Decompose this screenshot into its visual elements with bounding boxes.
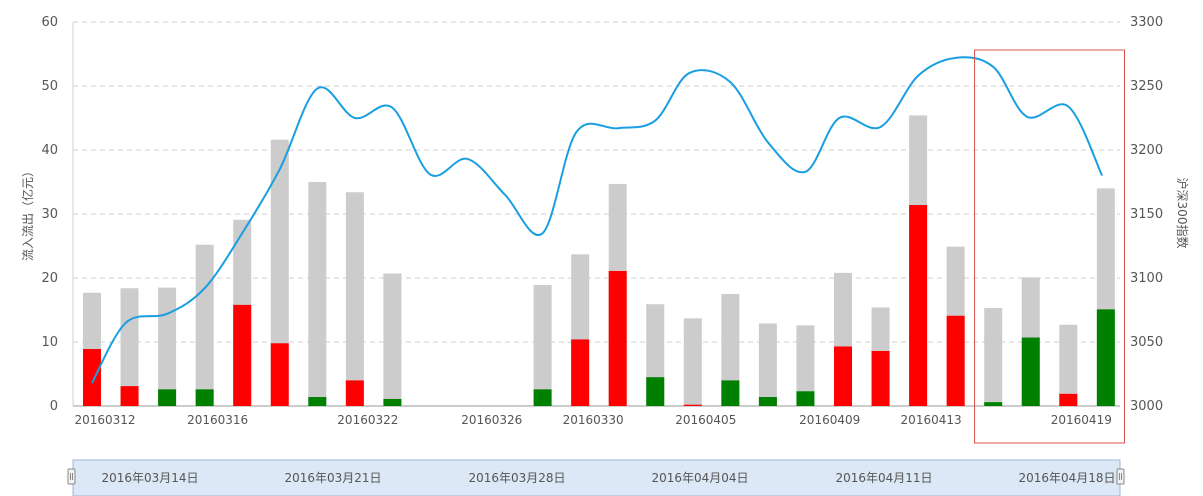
y-right-tick-label: 3300	[1130, 15, 1163, 30]
y-left-tick-label: 30	[41, 207, 58, 222]
bar-net-inflow	[1059, 393, 1078, 406]
highlight-box	[974, 49, 1126, 444]
y-left-tick-label: 0	[50, 399, 58, 414]
navigator-date-label: 2016年03月21日	[284, 471, 381, 485]
y-left-tick-label: 50	[41, 79, 58, 94]
bar-net-inflow	[345, 380, 364, 406]
bars	[83, 115, 1115, 406]
y-right-tick-label: 3000	[1130, 399, 1163, 414]
x-tick-label: 20160405	[675, 413, 736, 427]
y-left-label: 流入流出（亿元）	[20, 165, 35, 261]
bar-net-inflow	[270, 343, 289, 406]
bar-net-inflow	[120, 386, 139, 406]
y-right-tick-label: 3200	[1130, 143, 1163, 158]
bar-total	[308, 182, 327, 406]
y-right-tick-label: 3250	[1130, 79, 1163, 94]
x-tick-label: 20160413	[901, 413, 962, 427]
navigator-selection[interactable]	[72, 459, 1121, 496]
x-tick-label: 20160322	[337, 413, 398, 427]
bar-total	[796, 325, 815, 406]
bar-total	[758, 323, 777, 406]
bar-total	[158, 287, 177, 406]
navigator-date-label: 2016年03月14日	[101, 471, 198, 485]
bar-net-outflow	[158, 389, 177, 406]
bar-total	[1059, 324, 1078, 406]
navigator-labels: 2016年03月14日 2016年03月21日 2016年03月28日 2016年04…	[101, 471, 1115, 485]
navigator-right-handle[interactable]	[1116, 468, 1125, 485]
bar-net-inflow	[909, 205, 928, 406]
y-left-tick-label: 40	[41, 143, 58, 158]
bar-net-outflow	[646, 377, 665, 406]
navigator-date-label: 2016年04月11日	[835, 471, 932, 485]
bar-total	[383, 273, 402, 406]
index-line	[91, 56, 1103, 384]
y-left-tick-label: 60	[41, 15, 58, 30]
x-tick-label: 20160326	[461, 413, 522, 427]
bar-total	[345, 192, 364, 406]
y-right-tick-label: 3100	[1130, 271, 1163, 286]
y-right-tick-label: 3050	[1130, 335, 1163, 350]
left-axis-ticks: 0 10 20 30 40 50 60	[41, 15, 58, 414]
y-right-tick-label: 3150	[1130, 207, 1163, 222]
right-axis-ticks: 3000 3050 3100 3150 3200 3250 3300	[1130, 15, 1163, 414]
bar-total	[984, 308, 1003, 406]
bar-net-outflow	[984, 402, 1003, 406]
bar-net-outflow	[533, 389, 552, 406]
bar-total	[721, 294, 740, 406]
bar-net-outflow	[721, 380, 740, 406]
bar-net-inflow	[683, 404, 702, 406]
bar-total	[683, 318, 702, 406]
bar-net-outflow	[195, 389, 214, 406]
bar-total	[270, 139, 289, 406]
bar-net-inflow	[83, 349, 101, 406]
x-tick-label: 20160419	[1051, 413, 1112, 427]
x-tick-label: 20160330	[563, 413, 624, 427]
range-navigator[interactable]: 2016年03月14日 2016年03月21日 2016年03月28日 2016年04…	[67, 459, 1125, 496]
bar-net-outflow	[1021, 337, 1040, 406]
bar-net-inflow	[834, 346, 852, 406]
bar-net-outflow	[383, 398, 402, 406]
bar-net-inflow	[571, 339, 590, 406]
bar-net-outflow	[758, 397, 777, 406]
bar-net-outflow	[796, 391, 815, 406]
bar-net-inflow	[233, 304, 252, 406]
x-tick-label: 20160312	[74, 413, 135, 427]
x-axis-ticks: 20160312 20160316 20160322 20160326 20160330…	[74, 413, 1111, 427]
bar-total	[533, 285, 552, 406]
y-right-label: 沪深300指数	[1175, 178, 1190, 249]
bar-net-outflow	[1096, 309, 1115, 406]
bar-net-inflow	[871, 350, 890, 406]
navigator-date-label: 2016年03月28日	[468, 471, 565, 485]
navigator-left-handle[interactable]	[67, 468, 76, 485]
y-left-tick-label: 20	[41, 271, 58, 286]
bar-total	[195, 244, 214, 406]
y-left-tick-label: 10	[41, 335, 58, 350]
x-tick-label: 20160409	[799, 413, 860, 427]
navigator-date-label: 2016年04月04日	[651, 471, 748, 485]
bar-net-outflow	[308, 397, 327, 406]
x-tick-label: 20160316	[187, 413, 248, 427]
bar-net-inflow	[608, 270, 627, 406]
navigator-date-label: 2016年04月18日	[1018, 471, 1115, 485]
bar-net-inflow	[946, 315, 965, 406]
